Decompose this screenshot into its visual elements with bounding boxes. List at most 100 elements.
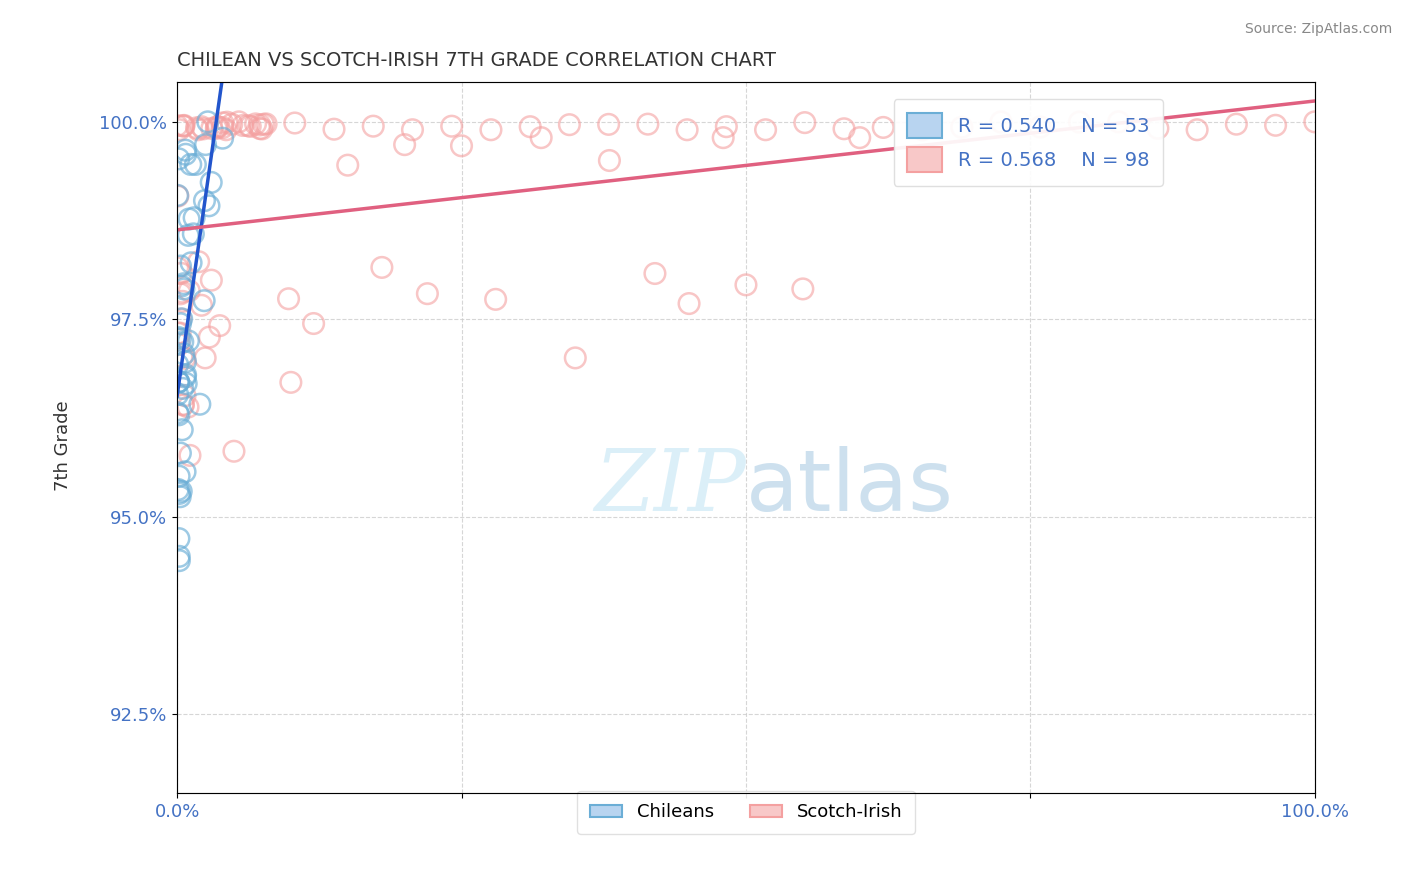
Point <box>735 277 758 292</box>
Point <box>166 119 188 133</box>
Point <box>440 119 463 133</box>
Point <box>530 130 553 145</box>
Point <box>519 120 541 134</box>
Point <box>190 298 212 312</box>
Point <box>832 121 855 136</box>
Point <box>193 121 215 136</box>
Point <box>911 122 934 136</box>
Point <box>198 199 221 213</box>
Point <box>188 397 211 411</box>
Point <box>208 318 231 333</box>
Point <box>793 115 815 129</box>
Point <box>598 117 620 131</box>
Point <box>361 119 384 133</box>
Point <box>558 118 581 132</box>
Point <box>174 355 197 369</box>
Point <box>197 115 219 129</box>
Point <box>1069 115 1091 129</box>
Point <box>1264 118 1286 132</box>
Point <box>1303 115 1326 129</box>
Point <box>249 121 271 136</box>
Point <box>180 157 202 171</box>
Legend: Chileans, Scotch-Irish: Chileans, Scotch-Irish <box>576 791 915 834</box>
Point <box>169 326 191 340</box>
Point <box>187 254 209 268</box>
Point <box>184 157 207 171</box>
Point <box>166 358 188 372</box>
Point <box>167 337 190 351</box>
Point <box>194 137 217 152</box>
Point <box>792 282 814 296</box>
Point <box>637 117 659 131</box>
Point <box>169 490 191 504</box>
Point <box>211 131 233 145</box>
Point <box>166 260 188 275</box>
Point <box>211 120 233 135</box>
Point <box>236 119 259 133</box>
Point <box>170 484 193 499</box>
Text: 7th Grade: 7th Grade <box>55 401 72 491</box>
Point <box>450 138 472 153</box>
Text: ZIP: ZIP <box>595 446 747 529</box>
Point <box>169 317 191 331</box>
Point <box>180 256 202 270</box>
Point <box>174 370 197 384</box>
Point <box>284 116 307 130</box>
Point <box>167 375 190 389</box>
Point <box>302 317 325 331</box>
Point <box>172 397 194 411</box>
Point <box>166 387 188 401</box>
Point <box>232 119 254 133</box>
Point <box>167 549 190 564</box>
Point <box>167 532 190 546</box>
Point <box>172 285 194 299</box>
Point <box>336 158 359 172</box>
Point <box>950 120 973 135</box>
Point <box>755 122 778 136</box>
Point <box>167 189 190 203</box>
Point <box>174 465 197 479</box>
Text: Source: ZipAtlas.com: Source: ZipAtlas.com <box>1244 22 1392 37</box>
Point <box>1029 120 1052 134</box>
Point <box>200 175 222 189</box>
Point <box>198 330 221 344</box>
Point <box>173 282 195 296</box>
Point <box>169 553 191 567</box>
Point <box>177 212 200 227</box>
Point <box>194 351 217 365</box>
Point <box>485 293 508 307</box>
Point <box>598 153 620 168</box>
Point <box>676 122 699 136</box>
Point <box>167 469 190 483</box>
Point <box>167 375 190 389</box>
Point <box>169 486 191 500</box>
Point <box>172 423 194 437</box>
Point <box>174 143 197 157</box>
Point <box>1225 117 1247 131</box>
Point <box>644 267 666 281</box>
Point <box>280 376 302 390</box>
Point <box>179 284 201 298</box>
Point <box>711 130 734 145</box>
Point <box>245 117 267 131</box>
Point <box>169 286 191 301</box>
Text: atlas: atlas <box>747 446 953 529</box>
Point <box>173 351 195 366</box>
Point <box>250 122 273 136</box>
Point <box>169 332 191 346</box>
Point <box>167 375 190 389</box>
Point <box>167 483 190 497</box>
Point <box>1147 121 1170 136</box>
Point <box>186 120 208 135</box>
Point <box>183 227 205 241</box>
Point <box>416 286 439 301</box>
Point <box>678 296 700 310</box>
Point <box>167 152 190 166</box>
Point <box>172 119 194 133</box>
Point <box>169 446 191 460</box>
Point <box>239 120 262 134</box>
Point <box>222 444 245 458</box>
Point <box>177 334 200 348</box>
Point <box>221 117 243 131</box>
Point <box>166 188 188 202</box>
